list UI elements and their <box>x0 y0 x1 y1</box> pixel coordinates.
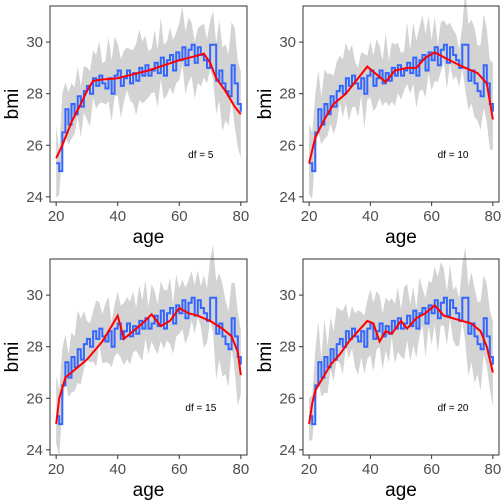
y-tick-label: 26 <box>279 390 296 407</box>
observed-line <box>56 296 242 426</box>
x-tick-label: 20 <box>301 461 318 478</box>
x-axis-title: age <box>133 227 165 248</box>
panel-border <box>302 5 500 203</box>
y-axis-title: bmi <box>255 342 276 373</box>
x-axis-title: age <box>385 480 417 501</box>
df-annotation: df = 20 <box>438 403 469 414</box>
x-tick-label: 40 <box>109 461 126 478</box>
x-tick-label: 40 <box>362 208 379 225</box>
y-tick-label: 28 <box>279 86 296 103</box>
x-tick-label: 60 <box>423 208 440 225</box>
y-tick-label: 28 <box>26 339 43 356</box>
fitted-line <box>308 304 494 425</box>
y-tick-label: 26 <box>26 137 43 154</box>
y-tick-label: 26 <box>26 390 43 407</box>
x-tick-label: 60 <box>171 461 188 478</box>
x-tick-label: 60 <box>423 461 440 478</box>
x-tick-label: 40 <box>109 208 126 225</box>
y-tick-label: 24 <box>26 442 43 459</box>
panel-3: 20 40 60 80 24 26 28 30 age bmi df = 15 <box>2 244 250 501</box>
y-tick-label: 24 <box>279 189 296 206</box>
x-axis-title: age <box>385 227 417 248</box>
panel-2: 20 40 60 80 24 26 28 30 age bmi df = 10 <box>255 0 501 248</box>
panel-border <box>302 258 500 456</box>
y-tick-label: 24 <box>26 189 43 206</box>
panel-4: 20 40 60 80 24 26 28 30 age bmi df = 20 <box>255 246 502 501</box>
x-tick-label: 80 <box>485 208 502 225</box>
observed-line <box>309 43 494 173</box>
df-annotation: df = 10 <box>438 150 469 161</box>
panel-1: 20 40 60 80 24 26 28 30 age bmi df = 5 <box>2 5 250 248</box>
x-axis-title: age <box>133 480 165 501</box>
y-axis-title: bmi <box>255 89 276 120</box>
fitted-line <box>55 52 242 159</box>
df-annotation: df = 5 <box>188 150 214 161</box>
x-tick-label: 20 <box>48 208 65 225</box>
x-tick-label: 60 <box>171 208 188 225</box>
x-tick-label: 80 <box>233 461 250 478</box>
y-tick-label: 30 <box>26 287 43 304</box>
y-axis-title: bmi <box>2 342 23 373</box>
panel-border <box>49 5 248 203</box>
confidence-band <box>309 246 493 441</box>
y-tick-label: 30 <box>279 34 296 51</box>
y-axis-title: bmi <box>2 89 23 120</box>
y-tick-label: 24 <box>279 442 296 459</box>
df-annotation: df = 15 <box>185 403 216 414</box>
x-tick-label: 80 <box>233 208 250 225</box>
fitted-line <box>55 306 242 425</box>
y-tick-label: 30 <box>26 34 43 51</box>
y-tick-label: 28 <box>279 339 296 356</box>
panel-border <box>49 258 248 456</box>
y-tick-label: 30 <box>279 287 296 304</box>
x-tick-label: 20 <box>301 208 318 225</box>
y-tick-label: 28 <box>26 86 43 103</box>
observed-line <box>309 296 494 426</box>
y-tick-label: 26 <box>279 137 296 154</box>
x-tick-label: 20 <box>48 461 65 478</box>
x-tick-label: 40 <box>362 461 379 478</box>
fitted-line <box>308 51 494 164</box>
x-tick-label: 80 <box>485 461 502 478</box>
